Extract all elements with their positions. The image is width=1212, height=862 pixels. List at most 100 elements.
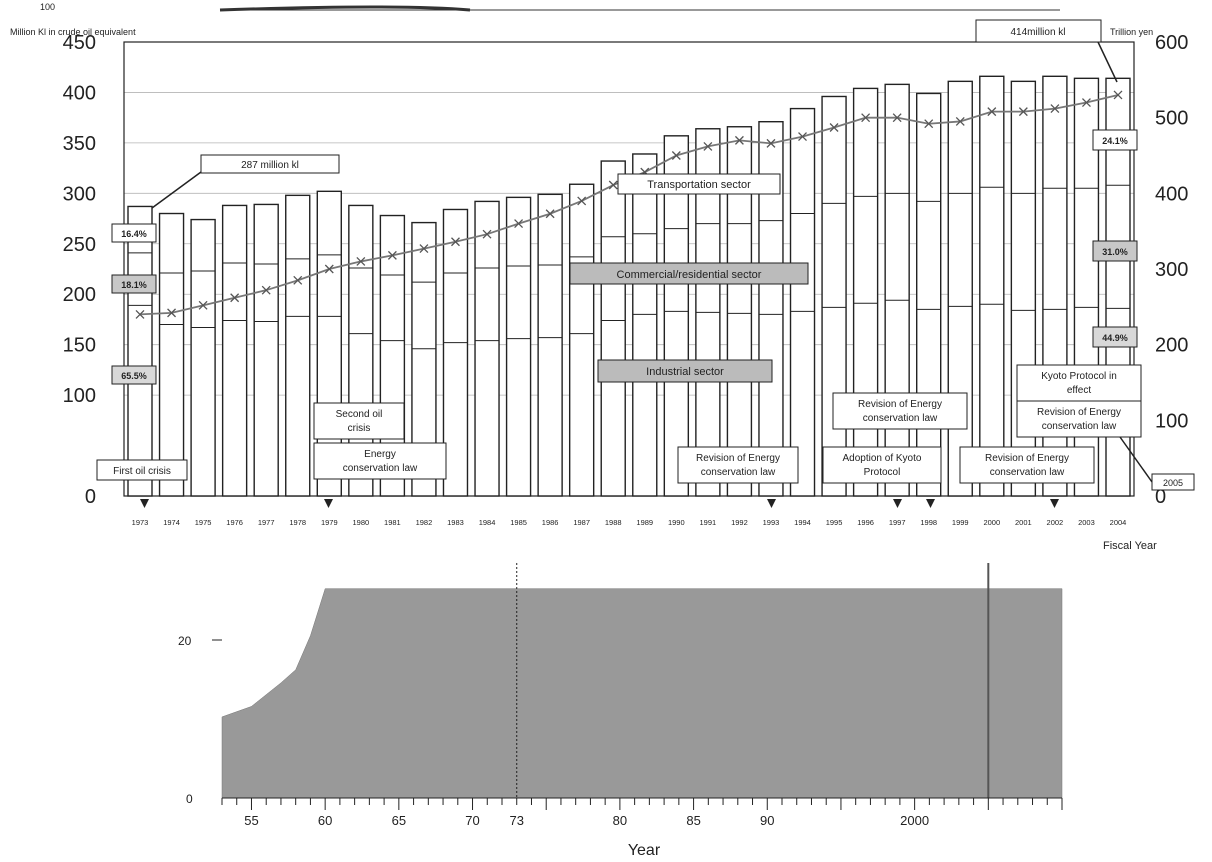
year-label-1999: 1999 [952, 518, 969, 527]
arrow-1979 [324, 499, 333, 508]
gdp-marker-1978 [293, 275, 303, 285]
area-x-tick-90: 90 [760, 813, 774, 828]
left-tick-450: 450 [63, 32, 96, 54]
gdp-marker-1984 [482, 229, 492, 239]
bar-2000 [979, 75, 1005, 497]
left-tick-400: 400 [63, 82, 96, 104]
ev-rev-2005-2: conservation law [1042, 421, 1117, 432]
pct-2004-industrial: 44.9% [1102, 333, 1128, 343]
area-x-tick-70: 70 [465, 813, 479, 828]
ev-rev-1998-1: Revision of Energy [858, 399, 942, 410]
pct-1973-industrial: 65.5% [121, 371, 147, 381]
right-tick-200: 200 [1155, 335, 1188, 357]
pct-1973-commercial: 18.1% [121, 280, 147, 290]
gdp-marker-1991 [703, 141, 713, 151]
pct-1973-commercial-box [111, 274, 157, 294]
gdp-marker-2002 [1050, 104, 1060, 114]
bar-1996 [852, 87, 879, 497]
right-tick-500: 500 [1155, 108, 1188, 130]
year-label-1978: 1978 [289, 518, 306, 527]
plot-frame-top [123, 41, 1135, 497]
year-label-1974: 1974 [163, 518, 180, 527]
year-label-1980: 1980 [352, 518, 369, 527]
year-label-1990: 1990 [668, 518, 685, 527]
area-minor-ticks [221, 798, 1063, 810]
bar-1995 [821, 95, 847, 497]
gdp-marker-1977 [261, 285, 271, 295]
bar-1989 [632, 153, 658, 497]
year-label-1989: 1989 [636, 518, 653, 527]
ev-rev-1993-box [677, 446, 799, 484]
gdp-marker-1982 [419, 244, 429, 254]
ev-rev-2005-1: Revision of Energy [1037, 407, 1121, 418]
last-total-box [975, 19, 1102, 43]
pct-1973-industrial-box [111, 365, 157, 385]
gdp-marker-2001 [1018, 107, 1028, 117]
bar-1978 [285, 194, 311, 497]
ev-2005-box [1151, 473, 1195, 491]
ev-rev-2005-box [1016, 400, 1142, 438]
gdp-marker-1995 [829, 123, 839, 132]
left-axis-title: Million Kl in crude oil equivalent [10, 27, 136, 37]
year-label-2003: 2003 [1078, 518, 1095, 527]
ev-kyoto-adopt-box [822, 446, 942, 484]
ev-first-oil: First oil crisis [113, 466, 171, 477]
bar-1983 [442, 208, 469, 497]
ev-rev-2002-box [959, 446, 1095, 484]
year-label-1987: 1987 [573, 518, 590, 527]
pct-2004-commercial: 31.0% [1102, 247, 1128, 257]
year-label-1975: 1975 [195, 518, 212, 527]
year-label-1998: 1998 [920, 518, 937, 527]
year-label-2004: 2004 [1110, 518, 1127, 527]
gdp-marker-2000 [987, 107, 997, 117]
first-total-label: 287 million kl [241, 160, 299, 171]
gdp-marker-1975 [198, 300, 208, 310]
arrow-1998 [926, 499, 935, 508]
left-tick-0: 0 [85, 486, 96, 508]
area-x-tick-65: 65 [392, 813, 406, 828]
left-tick-100: 100 [63, 385, 96, 407]
left-axis-ticks: 0 100 150 200 250 300 350 400 450 [63, 32, 96, 508]
pct-2004-transport: 24.1% [1102, 136, 1128, 146]
year-label-1997: 1997 [889, 518, 906, 527]
pct-1973-transport-box [111, 223, 157, 243]
bar-1990 [663, 135, 690, 497]
arrow-1997 [893, 499, 902, 508]
ev-second-oil-2: crisis [348, 423, 371, 434]
bar-1994 [789, 107, 816, 497]
year-label-1992: 1992 [731, 518, 748, 527]
gdp-marker-1987 [577, 196, 587, 206]
right-axis-ticks: 0 100 200 300 400 500 600 [1155, 32, 1188, 508]
year-label-1979: 1979 [321, 518, 338, 527]
ev-energy-law-2: conservation law [343, 463, 418, 474]
year-label-1985: 1985 [510, 518, 527, 527]
ev-kyoto-adopt-1: Adoption of Kyoto [843, 453, 922, 464]
area-y-tick-20: 20 [178, 634, 192, 648]
bar-1974 [158, 212, 185, 497]
area-y-tick-0: 0 [186, 792, 193, 806]
gdp-marker-1990 [671, 151, 681, 160]
year-label-2002: 2002 [1047, 518, 1064, 527]
arrow-1993 [767, 499, 776, 508]
bar-1997 [884, 83, 910, 497]
left-tick-250: 250 [63, 234, 96, 256]
commercial-label-box [569, 262, 809, 285]
left-tick-350: 350 [63, 133, 96, 155]
right-tick-100: 100 [1155, 410, 1188, 432]
gdp-marker-2004 [1113, 90, 1123, 100]
ev-second-oil-box [313, 402, 405, 440]
area-x-tick-labels: 55 60 65 70 73 80 85 90 2000 [244, 813, 929, 828]
right-axis-title: Trillion yen [1110, 27, 1153, 37]
area-fill [221, 588, 1063, 799]
gdp-marker-1976 [230, 293, 240, 303]
ev-kyoto-effect-2: effect [1067, 385, 1091, 396]
ev-rev-2002-2: conservation law [990, 467, 1065, 478]
area-x-tick-73: 73 [510, 813, 524, 828]
pct-2004-transport-box [1092, 129, 1138, 151]
area-x-tick-2000: 2000 [900, 813, 929, 828]
year-label-1976: 1976 [226, 518, 243, 527]
gdp-marker-1979 [324, 264, 334, 274]
year-label-1995: 1995 [826, 518, 843, 527]
ev-2005-arrow [1119, 436, 1153, 483]
